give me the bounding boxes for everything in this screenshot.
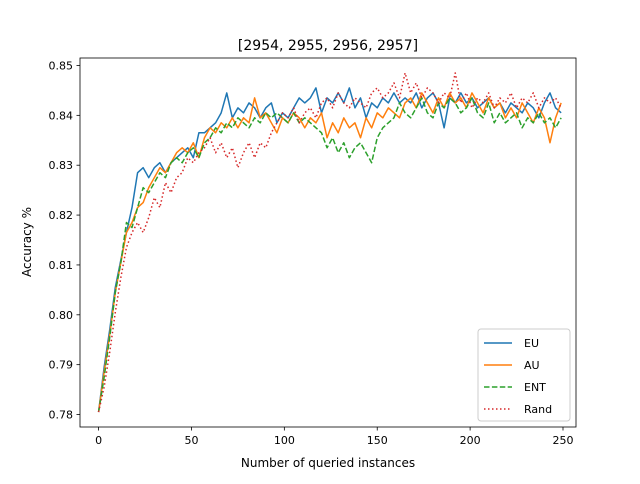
x-tick-label: 0 (95, 434, 102, 447)
y-axis-label: Accuracy % (20, 207, 34, 277)
legend-label-ent: ENT (524, 381, 546, 394)
y-tick-label: 0.82 (49, 209, 74, 222)
x-tick-label: 250 (552, 434, 573, 447)
y-tick-label: 0.84 (49, 109, 74, 122)
legend-label-au: AU (524, 359, 540, 372)
legend-label-rand: Rand (524, 403, 552, 416)
axes-frame (79, 57, 577, 428)
y-tick-label: 0.78 (49, 409, 74, 422)
x-tick-label: 50 (184, 434, 198, 447)
y-tick-label: 0.80 (49, 309, 74, 322)
x-tick-label: 150 (367, 434, 388, 447)
legend-label-eu: EU (524, 337, 539, 350)
y-tick-label: 0.85 (49, 59, 74, 72)
plot-area: 0 50 100 150 200 250 0.78 0.79 0.80 0.81 0.82 0.83 0… (49, 57, 577, 447)
series-line-rand (97, 72, 562, 413)
x-tick-label: 200 (460, 434, 481, 447)
series-line-ent (97, 97, 562, 413)
y-tick-label: 0.83 (49, 159, 74, 172)
series-line-au (97, 92, 562, 413)
chart-title: [2954, 2955, 2956, 2957] (238, 38, 418, 54)
y-tick-label: 0.79 (49, 359, 74, 372)
x-axis-label: Number of queried instances (241, 456, 415, 470)
x-tick-label: 100 (274, 434, 295, 447)
legend: EU AU ENT Rand (477, 328, 571, 422)
y-tick-label: 0.81 (49, 259, 74, 272)
legend-box (477, 328, 571, 422)
